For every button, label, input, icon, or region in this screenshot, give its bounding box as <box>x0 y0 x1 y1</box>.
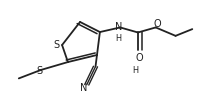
Text: O: O <box>153 19 161 29</box>
Text: S: S <box>36 66 42 76</box>
Text: O: O <box>135 53 143 63</box>
Text: H: H <box>132 66 138 75</box>
Text: N: N <box>80 83 87 93</box>
Text: H: H <box>116 34 122 43</box>
Text: N: N <box>115 22 122 32</box>
Text: S: S <box>54 40 60 50</box>
